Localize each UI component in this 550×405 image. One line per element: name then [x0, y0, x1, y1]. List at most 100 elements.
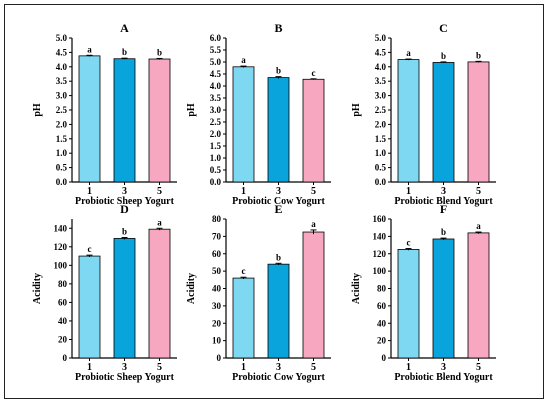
panel-c-significance-label: b [441, 51, 446, 61]
panel-b-category-label: 3 [276, 186, 281, 197]
panel-f-xlabel: Probiotic Blend Yogurt [394, 372, 493, 383]
panel-a-ytick-label: 3.0 [56, 91, 68, 101]
panel-b-significance-label: c [312, 68, 316, 78]
panel-d-ytick-label: 80 [58, 279, 68, 289]
panel-c-ytick-label: 0.0 [375, 177, 387, 187]
panel-c-ytick-label: 2.5 [375, 105, 387, 115]
panel-c-bar [467, 61, 490, 183]
panel-b-ytick-label: 0.5 [210, 165, 222, 175]
panel-d-category-label: 3 [122, 362, 127, 373]
panel-e-ytick-label: 70 [212, 231, 222, 241]
panel-b-category-label: 5 [311, 186, 316, 197]
panel-d-xlabel: Probiotic Sheep Yogurt [75, 372, 175, 383]
panel-a-xlabel: Probiotic Sheep Yogurt [75, 196, 175, 207]
panel-c-ytick-label: 1.0 [375, 148, 387, 158]
panel-f-bar [432, 238, 455, 359]
figure-frame [4, 4, 544, 399]
panel-f-ylabel: Acidity [351, 273, 362, 304]
panel-f-ytick-label: 160 [373, 214, 387, 224]
panel-b-ytick-label: 1.0 [210, 153, 222, 163]
panel-e-significance-label: c [242, 266, 246, 276]
panel-b-ytick-label: 1.5 [210, 141, 222, 151]
panel-d-significance-label: a [157, 217, 162, 227]
panel-f-ytick-label: 20 [377, 336, 387, 346]
panel-d-letter: D [120, 202, 129, 216]
panel-a-ytick-label: 0.5 [56, 163, 68, 173]
panel-a-significance-label: a [87, 44, 92, 54]
panel-f-category-label: 5 [476, 362, 481, 373]
panel-a-ytick-label: 2.0 [56, 119, 68, 129]
panel-a-category-label: 5 [157, 186, 162, 197]
panel-d-significance-label: c [88, 244, 92, 254]
panel-e-bar [232, 277, 255, 359]
panel-f-category-label: 3 [441, 362, 446, 373]
panel-b-significance-label: b [276, 66, 281, 76]
panel-c-ytick-label: 1.5 [375, 134, 387, 144]
panel-b-letter: B [274, 21, 282, 35]
panel-a-bar [148, 58, 171, 183]
panel-b-category-label: 1 [241, 186, 246, 197]
panel-d-ytick-label: 40 [58, 316, 68, 326]
panel-e-significance-label: b [276, 252, 281, 262]
panel-d-ytick-label: 140 [54, 223, 68, 233]
panel-f-ytick-label: 40 [377, 318, 387, 328]
panel-c-category-label: 5 [476, 186, 481, 197]
panel-c-xlabel: Probiotic Blend Yogurt [394, 196, 493, 207]
panel-b-bar [267, 77, 290, 183]
panel-c-significance-label: b [476, 50, 481, 60]
panel-e-ytick-label: 40 [212, 284, 222, 294]
panel-b-ytick-label: 2.0 [210, 129, 222, 139]
panel-b-ylabel: pH [186, 103, 197, 117]
panel-a-ytick-label: 1.0 [56, 148, 68, 158]
panel-e-bar [267, 263, 290, 359]
panel-f-category-label: 1 [406, 362, 411, 373]
panel-a-ytick-label: 3.5 [56, 76, 68, 86]
panel-d-ylabel: Acidity [32, 273, 43, 304]
panel-e-category-label: 1 [241, 362, 246, 373]
panel-a-ytick-label: 1.5 [56, 134, 68, 144]
panel-b-ytick-label: 0.0 [210, 177, 222, 187]
panel-f-significance-label: b [441, 227, 446, 237]
panel-c-ytick-label: 3.5 [375, 76, 387, 86]
panel-b-bar [302, 78, 325, 183]
panel-c-bar [432, 62, 455, 183]
panel-d-ytick-label: 60 [58, 297, 68, 307]
panel-c-ytick-label: 2.0 [375, 119, 387, 129]
panel-e-category-label: 5 [311, 362, 316, 373]
panel-b-ytick-label: 5.0 [210, 57, 222, 67]
panel-f-significance-label: a [476, 221, 481, 231]
panel-f-ytick-label: 60 [377, 301, 387, 311]
panel-e-ytick-label: 30 [212, 301, 222, 311]
panel-e-bar [302, 231, 325, 359]
panel-a-ylabel: pH [32, 103, 43, 117]
panel-a-ytick-label: 0.0 [56, 177, 68, 187]
panel-a-significance-label: b [157, 47, 162, 57]
panel-d-ytick-label: 100 [54, 260, 68, 270]
panel-a-bar [113, 58, 136, 183]
panel-d-category-label: 5 [157, 362, 162, 373]
panel-c-ytick-label: 0.5 [375, 163, 387, 173]
panel-f-significance-label: c [407, 238, 411, 248]
panel-c-significance-label: a [406, 48, 411, 58]
panel-b-ytick-label: 2.5 [210, 117, 222, 127]
panel-f-ytick-label: 120 [373, 249, 387, 259]
panel-e-letter: E [274, 202, 282, 216]
panel-e-ytick-label: 0 [217, 353, 222, 363]
panel-c-ylabel: pH [351, 103, 362, 117]
panel-a-significance-label: b [122, 47, 127, 57]
panel-c-ytick-label: 4.0 [375, 62, 387, 72]
panel-c-bar [397, 59, 420, 183]
panel-e-significance-label: a [311, 219, 316, 229]
panel-c-ytick-label: 3.0 [375, 91, 387, 101]
panel-f-ytick-label: 140 [373, 231, 387, 241]
panel-a-letter: A [120, 21, 129, 35]
panel-a-ytick-label: 4.5 [56, 47, 68, 57]
panel-d-bar [148, 228, 171, 359]
panel-b-xlabel: Probiotic Cow Yogurt [232, 196, 325, 207]
panel-b-ytick-label: 3.5 [210, 93, 222, 103]
panel-b-significance-label: a [241, 55, 246, 65]
panel-f-ytick-label: 80 [377, 284, 387, 294]
panel-d-ytick-label: 120 [54, 242, 68, 252]
panel-a-ytick-label: 4.0 [56, 62, 68, 72]
